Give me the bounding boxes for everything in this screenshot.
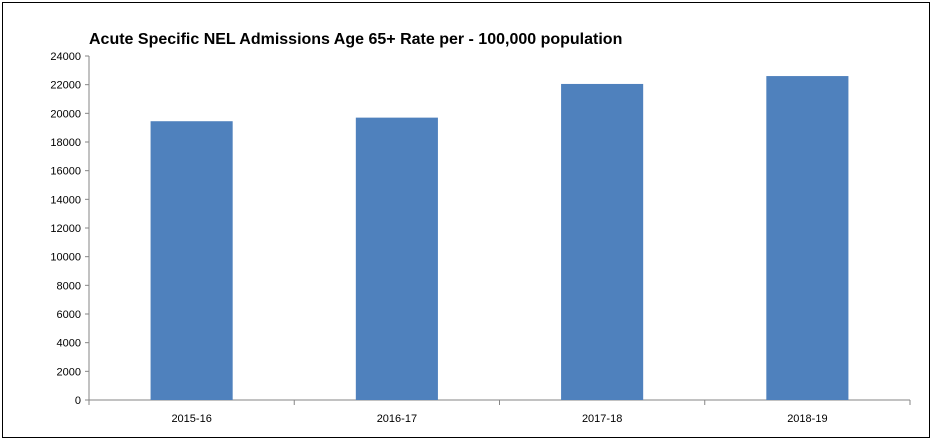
y-tick-label: 18000 — [50, 137, 81, 149]
bar-2017-18 — [561, 83, 644, 400]
y-tick-label: 22000 — [50, 80, 81, 92]
x-tick-label: 2018-19 — [787, 413, 827, 425]
x-tick-label: 2016-17 — [377, 413, 417, 425]
chart-title: Acute Specific NEL Admissions Age 65+ Ra… — [89, 31, 622, 48]
bar-2016-17 — [355, 117, 438, 400]
bars — [150, 76, 849, 401]
y-tick-label: 6000 — [57, 309, 81, 321]
y-tick-label: 16000 — [50, 166, 81, 178]
x-axis: 2015-16 2016-17 2017-18 2018-19 — [88, 399, 911, 425]
bar-2015-16 — [150, 121, 233, 400]
y-tick-label: 10000 — [50, 252, 81, 264]
y-tick-label: 12000 — [50, 223, 81, 235]
y-tick-label: 2000 — [57, 366, 81, 378]
y-tick-label: 20000 — [50, 108, 81, 120]
x-tick-label: 2015-16 — [171, 413, 211, 425]
y-tick-label: 0 — [75, 395, 81, 407]
y-axis: 0 2000 4000 6000 8000 10000 12000 14000 16000 180… — [50, 51, 90, 407]
x-tick-label: 2017-18 — [582, 413, 622, 425]
bar-2018-19 — [766, 76, 849, 401]
y-tick-label: 24000 — [50, 51, 81, 63]
y-tick-label: 14000 — [50, 194, 81, 206]
y-tick-label: 8000 — [57, 280, 81, 292]
y-tick-label: 4000 — [57, 338, 81, 350]
